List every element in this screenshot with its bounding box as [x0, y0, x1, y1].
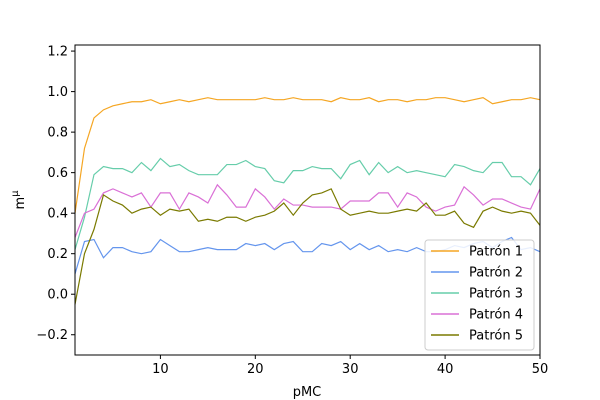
plot-frame — [74, 44, 541, 356]
series-line-5 — [74, 188, 541, 305]
y-tick-label: 0.4 — [47, 207, 68, 222]
series-layer — [74, 97, 541, 305]
y-tick-label: 1.2 — [47, 45, 68, 60]
y-axis-label-superscript: μ — [10, 190, 21, 197]
legend-label-5: Patrón 5 — [469, 329, 523, 344]
legend: Patrón 1 Patrón 2 Patrón 3 Patrón 4 Patrón 5 — [424, 239, 535, 351]
x-axis-label: pMC — [293, 385, 322, 400]
legend-box — [424, 239, 535, 351]
x-tick-label: 30 — [342, 362, 359, 377]
y-axis-label: mμ — [10, 190, 28, 210]
y-axis-ticks: −0.2 0.0 0.2 0.4 0.6 0.8 1.0 1.2 — [36, 45, 75, 343]
legend-label-2: Patrón 2 — [469, 266, 523, 281]
x-tick-label: 50 — [532, 362, 549, 377]
legend-label-3: Patrón 3 — [469, 287, 523, 302]
legend-label-4: Patrón 4 — [469, 308, 523, 323]
y-tick-label: 1.0 — [47, 85, 68, 100]
x-tick-label: 20 — [247, 362, 264, 377]
y-tick-label: 0.8 — [47, 126, 68, 141]
series-line-1 — [74, 97, 541, 214]
y-tick-label: 0.0 — [47, 288, 68, 303]
y-tick-label: 0.6 — [47, 166, 68, 181]
series-line-4 — [74, 183, 541, 238]
x-axis-ticks: 10 20 30 40 50 — [152, 355, 548, 377]
y-tick-label: 0.2 — [47, 247, 68, 262]
series-line-3 — [74, 157, 541, 250]
legend-items: Patrón 1 Patrón 2 Patrón 3 Patrón 4 Patrón 5 — [431, 245, 523, 344]
legend-label-1: Patrón 1 — [469, 245, 523, 260]
y-tick-label: −0.2 — [36, 328, 68, 343]
x-tick-label: 10 — [152, 362, 169, 377]
y-axis-label-base: m — [13, 197, 28, 210]
x-tick-label: 40 — [437, 362, 454, 377]
